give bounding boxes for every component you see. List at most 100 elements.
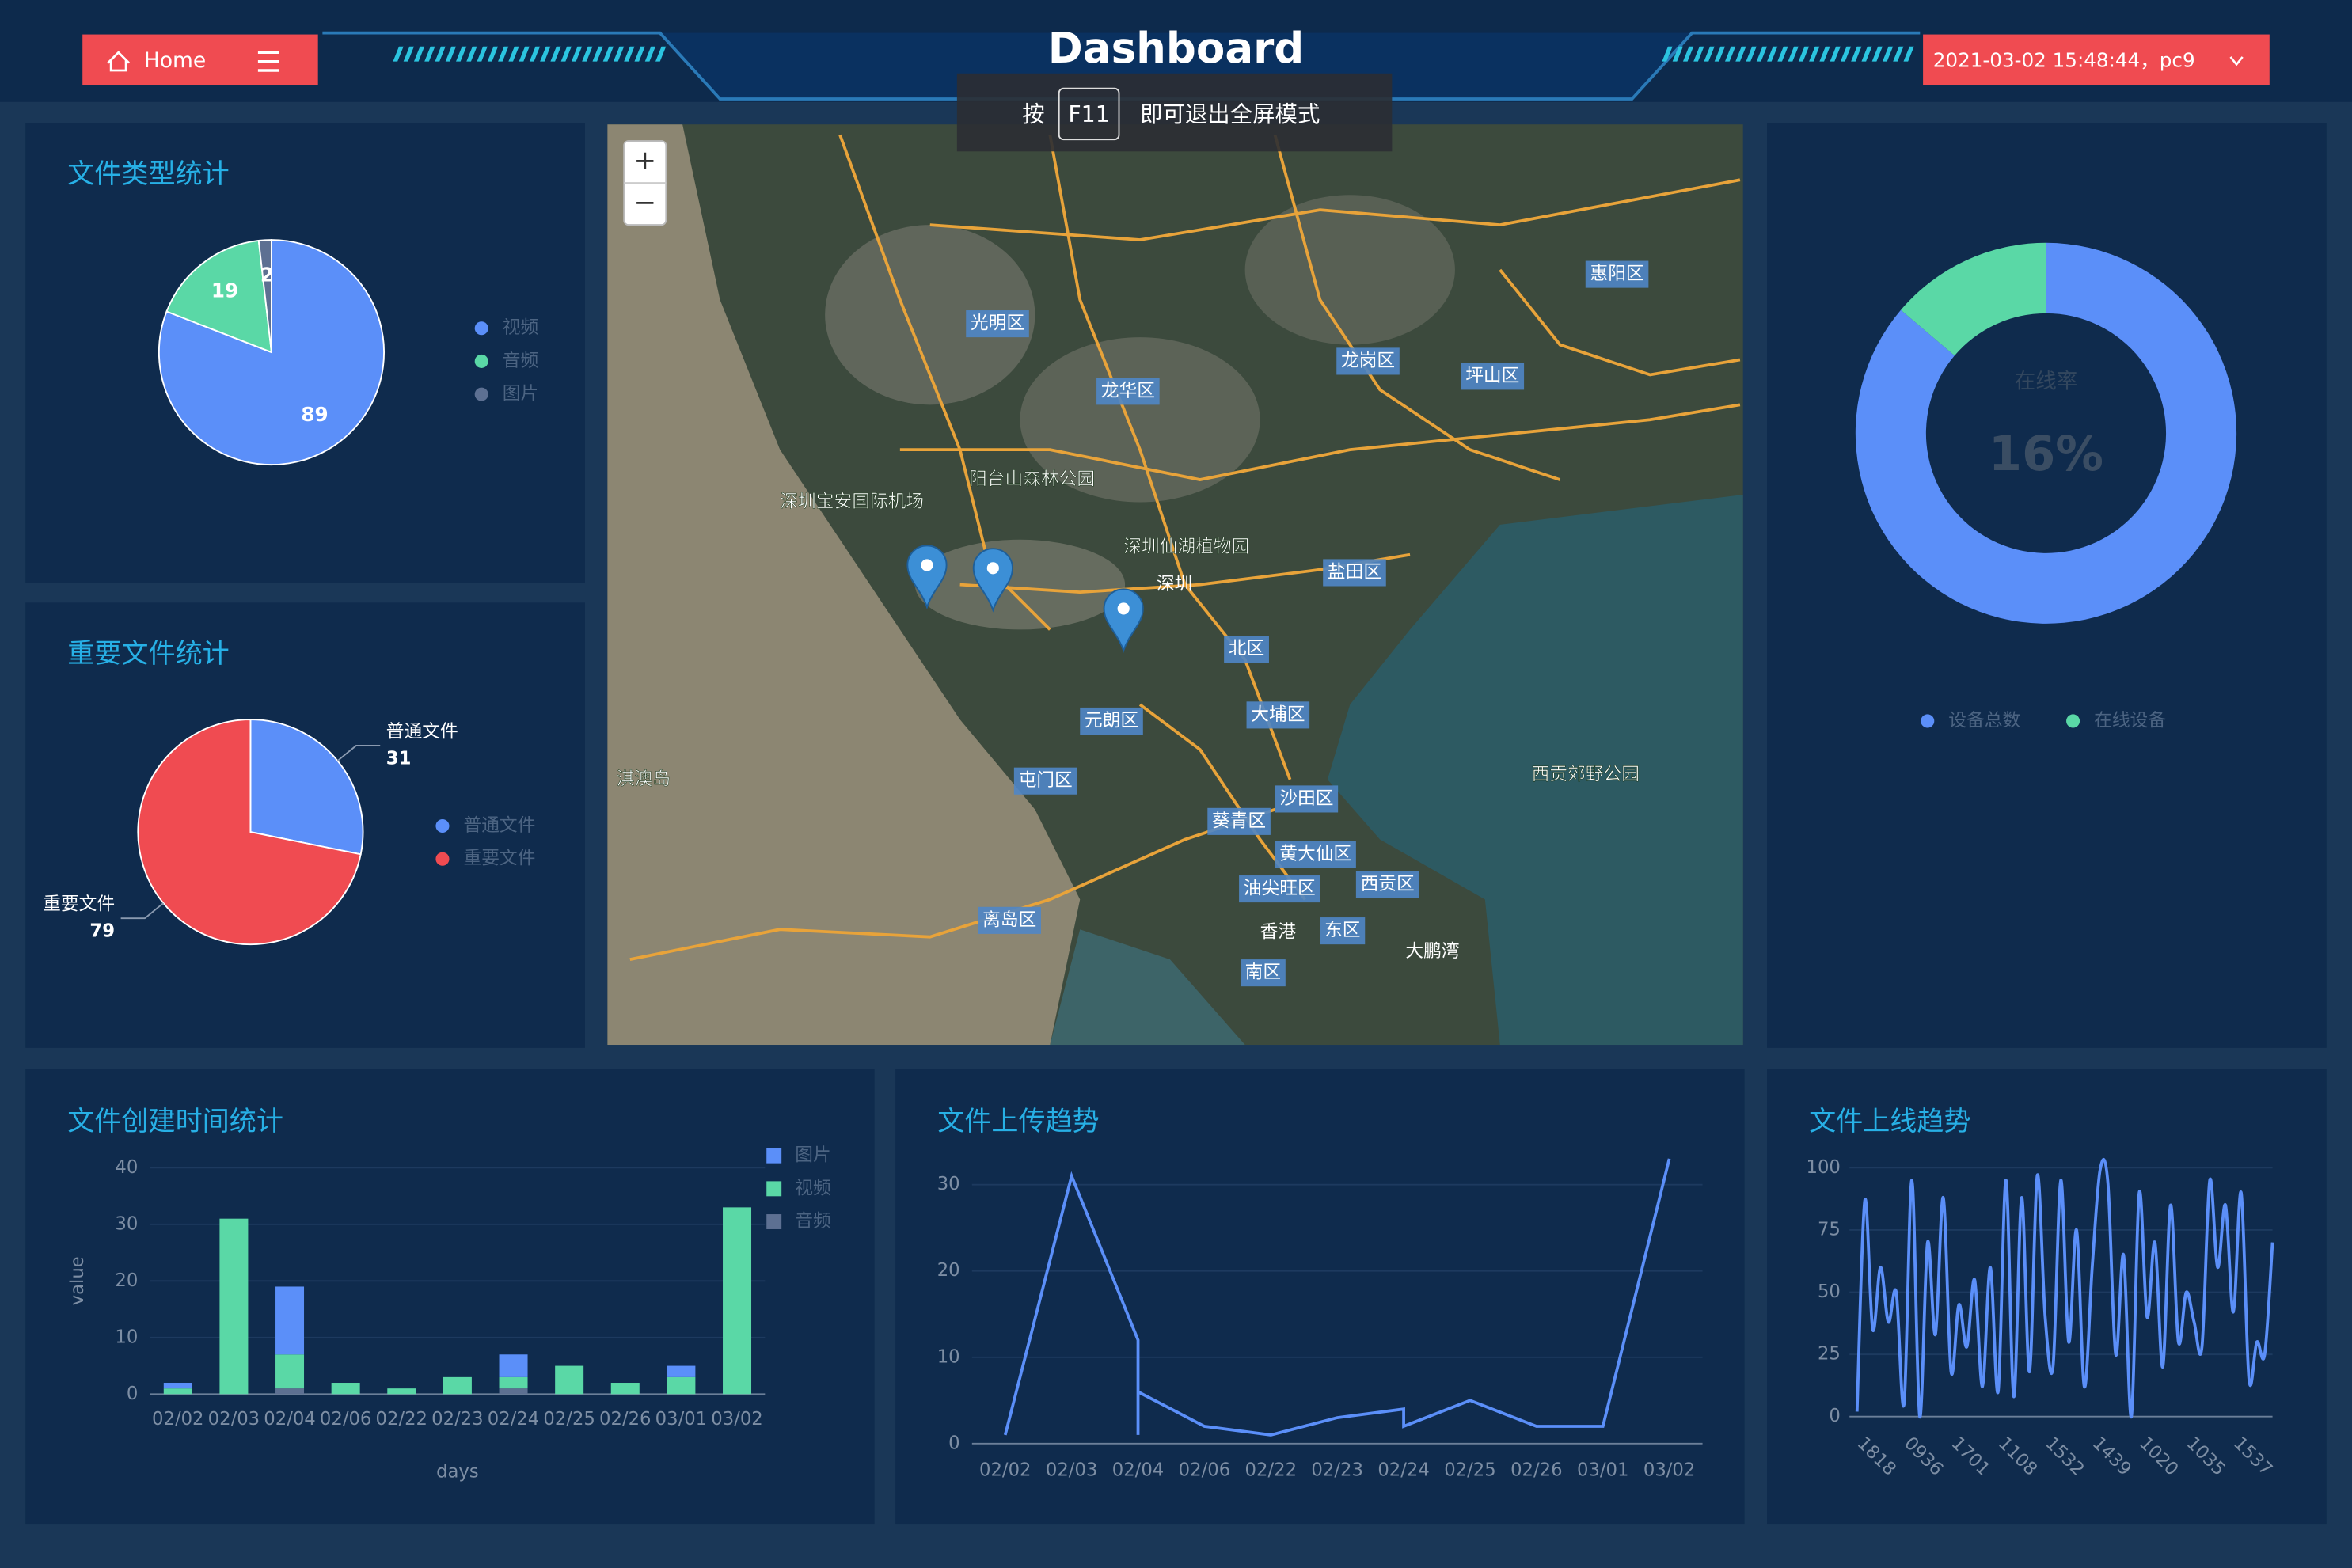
stripe [1903,46,1914,62]
stripe [487,46,499,62]
stripe [445,46,457,62]
map-label: 沙田区 [1279,788,1333,809]
panel [895,1069,1745,1525]
home-label: Home [144,48,206,73]
x-tick-label: 02/25 [543,1409,595,1429]
legend-label: 视频 [503,317,538,338]
stripe [1840,46,1852,62]
map-label-box [1246,701,1310,729]
map-label: 盐田区 [1328,562,1381,583]
stripe [1851,46,1862,62]
header-stripes [393,46,1914,62]
map-label: 淇澳岛 [617,769,671,789]
map-roads [629,134,1741,961]
hint-text: 即可退出全屏模式 [1140,101,1320,127]
pie-slice [1901,242,2046,356]
map-label: 油尖旺区 [1244,879,1316,899]
home-button[interactable] [82,34,318,85]
y-tick-label: 0 [127,1384,138,1404]
bar-segment [219,1218,249,1395]
data-label: 19 [211,279,238,302]
legend-label: 普通文件 [463,815,535,836]
zoom-out[interactable]: − [633,187,656,218]
data-label: 79 [89,921,115,942]
x-tick-label: 03/02 [711,1409,762,1429]
y-tick-label: 30 [115,1213,138,1234]
stripe [1809,46,1820,62]
bar-segment [275,1354,305,1389]
stripe [466,46,477,62]
stripe [1682,46,1694,62]
x-tick-label: 02/26 [599,1409,651,1429]
stripe [435,46,446,62]
map-label: 龙岗区 [1341,351,1395,371]
hint-key: F11 [1068,101,1110,127]
map-label-box [1207,807,1271,835]
x-tick-label: 02/02 [152,1409,203,1429]
map-label: 惠阳区 [1590,264,1643,284]
y-tick-label: 50 [1818,1281,1841,1302]
stripe [1861,46,1872,62]
stripe [634,46,645,62]
stripe [1724,46,1736,62]
legend-label: 重要文件 [463,849,535,869]
y-tick-label: 20 [937,1260,960,1281]
home-icon [107,51,130,72]
legend-label: 图片 [503,384,538,404]
stripe [1777,46,1788,62]
legend-swatch [2066,714,2080,728]
stripe [1882,46,1894,62]
y-tick-label: 0 [948,1433,959,1453]
map-label: 黄大仙区 [1279,844,1351,864]
stripe [1819,46,1830,62]
stripe [529,46,541,62]
legend-label: 图片 [795,1145,830,1166]
x-tick-label: 03/02 [1643,1460,1695,1480]
map-marker[interactable] [1103,588,1144,653]
stripe [424,46,435,62]
stripe [550,46,561,62]
hint-text: 按 [1022,101,1044,127]
legend-swatch [435,852,450,866]
map-label: 东区 [1324,921,1360,941]
pie-slice [165,239,273,354]
map-urban [914,539,1126,630]
map-label: 深圳宝安国际机场 [780,492,924,512]
y-tick-label: 20 [115,1270,138,1291]
center-value: 16% [1989,427,2103,482]
pie-slice [249,719,364,856]
map-urban [1244,195,1455,345]
map-label-box [1355,871,1419,898]
stripe [1893,46,1904,62]
map-label-box [1239,875,1320,903]
map-label: 香港 [1260,921,1297,942]
map-marker[interactable] [972,548,1013,613]
stripe [1830,46,1841,62]
x-tick-label: 03/01 [1577,1460,1628,1480]
bar-segment [387,1388,416,1395]
map-marker-dot [1117,602,1130,615]
map-label: 西贡郊野公园 [1532,765,1640,785]
legend-swatch [766,1181,782,1197]
map-label-box [1461,363,1525,390]
user-button[interactable] [1923,34,2270,85]
panel-title: 重要文件统计 [67,638,230,670]
y-tick-label: 75 [1818,1219,1841,1240]
bar-segment [610,1383,640,1395]
header-center [659,32,1693,99]
stripe [1704,46,1715,62]
stripe [393,46,404,62]
map-label-box [978,906,1041,934]
y-tick-label: 25 [1818,1344,1841,1365]
map-marker[interactable] [906,545,948,610]
stripe [1714,46,1725,62]
map-label: 深圳仙湖植物园 [1123,537,1249,557]
menu-icon[interactable] [257,51,279,72]
stripe [1798,46,1810,62]
stripe [1693,46,1704,62]
zoom-in[interactable]: + [633,145,656,177]
stripe [1662,46,1673,62]
bar-segment [723,1207,752,1395]
